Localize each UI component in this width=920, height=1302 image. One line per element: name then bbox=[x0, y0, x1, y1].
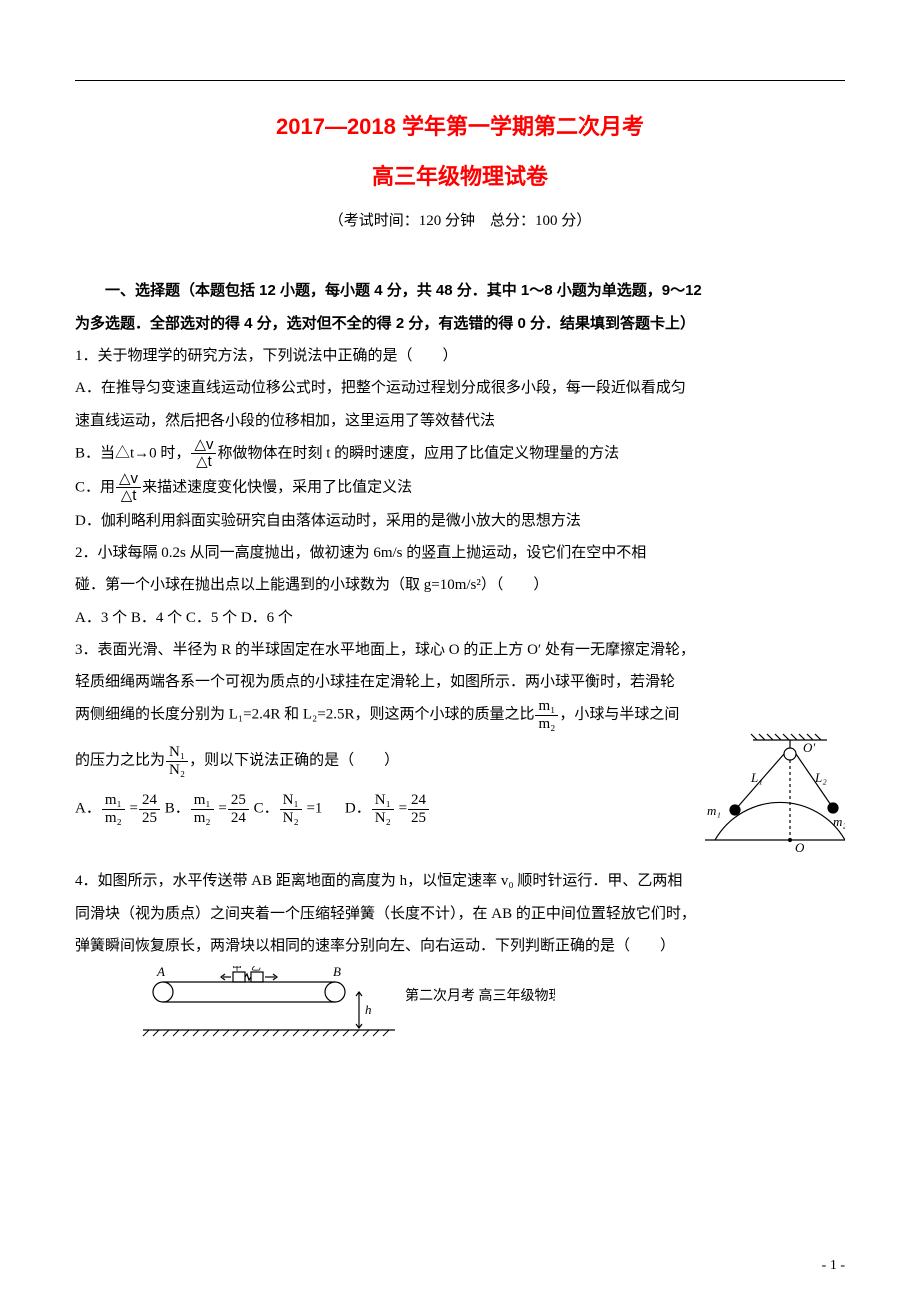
q1-B-post: 称做物体在时刻 t 的瞬时速度，应用了比值定义物理量的方法 bbox=[217, 445, 619, 461]
q3-options: A．m₁m₂ =2425 B．m₁m₂ =2524 C．N₁N₂ =1 D．N₁… bbox=[75, 792, 705, 826]
fig-label-L1: L₁ bbox=[750, 770, 763, 785]
q3-B-left: m₁m₂ bbox=[191, 792, 214, 826]
q4-line3: 弹簧瞬间恢复原长，两滑块以相同的速率分别向左、向右运动．下列判断正确的是（ ） bbox=[75, 930, 845, 962]
frac-dv-dt-1: △v△t bbox=[191, 437, 216, 471]
q3-line4-pre: 的压力之比为 bbox=[75, 753, 165, 769]
fig4-label-jia: 甲 bbox=[232, 966, 242, 973]
q3-D-eq: = bbox=[395, 801, 407, 817]
exam-info: （考试时间：120 分钟 总分：100 分） bbox=[75, 209, 845, 230]
title-sub: 高三年级物理试卷 bbox=[75, 159, 845, 191]
section-head-line1: 一、选择题（本题包括 12 小题，每小题 4 分，共 48 分．其中 1～8 小… bbox=[75, 274, 845, 307]
fig4-label-h: h bbox=[365, 1002, 372, 1017]
q1-stem: 1．关于物理学的研究方法，下列说法中正确的是（ ） bbox=[75, 340, 845, 372]
fig-label-O: O bbox=[795, 840, 805, 852]
q3-B-right: 2524 bbox=[228, 792, 249, 826]
frac-dv-dt-2: △v△t bbox=[116, 471, 141, 505]
q1-A-line1: A．在推导匀变速直线运动位移公式时，把整个运动过程划分成很多小段，每一段近似看成… bbox=[75, 372, 845, 404]
q1-D: D．伽利略利用斜面实验研究自由落体运动时，采用的是微小放大的思想方法 bbox=[75, 505, 845, 537]
q4-figure-row: A B 甲 乙 h 第二次月考 高三年级物理试卷 第 1 页（共 6 页） bbox=[135, 966, 845, 1043]
q2-line2: 碰．第一个小球在抛出点以上能遇到的小球数为（取 g=10m/s²）（ ） bbox=[75, 569, 845, 601]
q4-figure: A B 甲 乙 h 第二次月考 高三年级物理试卷 第 1 页（共 6 页） bbox=[135, 966, 555, 1038]
fig4-label-yi: 乙 bbox=[251, 966, 261, 973]
fig-label-L2: L₂ bbox=[814, 770, 827, 785]
fig-label-Oprime: O′ bbox=[803, 740, 815, 755]
section-head-line2: 为多选题．全部选对的得 4 分，选对但不全的得 2 分，有选错的得 0 分．结果… bbox=[75, 307, 845, 340]
fig4-label-A: A bbox=[156, 966, 165, 979]
q3-C-val: =1 bbox=[303, 801, 323, 817]
q3-D-right: 2425 bbox=[408, 792, 429, 826]
q3-A-eq: = bbox=[126, 801, 138, 817]
title-main: 2017—2018 学年第一学期第二次月考 bbox=[75, 109, 845, 141]
q1-C-post: 来描述速度变化快慢，采用了比值定义法 bbox=[142, 479, 412, 495]
page-number: - 1 - bbox=[822, 1258, 845, 1274]
q3-line4-post: ，则以下说法正确的是（ ） bbox=[189, 753, 399, 769]
q3-B-pre: B． bbox=[165, 801, 190, 817]
q3-D-left: N₁N₂ bbox=[372, 792, 394, 826]
fig-label-m1: m₁ bbox=[707, 803, 721, 818]
q3-line1: 3．表面光滑、半径为 R 的半球固定在水平地面上，球心 O 的正上方 O′ 处有… bbox=[75, 634, 845, 666]
q3-A-left: m₁m₂ bbox=[102, 792, 125, 826]
frac-m1-m2: m₁m₂ bbox=[535, 698, 558, 732]
top-rule bbox=[75, 80, 845, 81]
q1-B-pre: B．当△t→0 时， bbox=[75, 445, 190, 461]
frac-n1-n2: N₁N₂ bbox=[166, 744, 188, 778]
fig-label-m2: m₂ bbox=[833, 814, 845, 829]
q4-line2: 同滑块（视为质点）之间夹着一个压缩轻弹簧（长度不计），在 AB 的正中间位置轻放… bbox=[75, 898, 845, 930]
q3-line3: 两侧细绳的长度分别为 L₁=2.4R 和 L₂=2.5R，则这两个小球的质量之比… bbox=[75, 698, 845, 732]
fig4-label-B: B bbox=[333, 966, 341, 979]
q1-B: B．当△t→0 时，△v△t称做物体在时刻 t 的瞬时速度，应用了比值定义物理量… bbox=[75, 437, 845, 471]
q3-figure: O′ L₁ L₂ m₁ m₂ O bbox=[705, 732, 845, 852]
q3-line3-pre: 两侧细绳的长度分别为 L₁=2.4R 和 L₂=2.5R，则这两个小球的质量之比 bbox=[75, 707, 534, 723]
footer-note: 第二次月考 高三年级物理试卷 第 1 页（共 6 页） bbox=[405, 987, 555, 1004]
q3-C-left: N₁N₂ bbox=[280, 792, 302, 826]
q2-line1: 2．小球每隔 0.2s 从同一高度抛出，做初速为 6m/s 的竖直上抛运动，设它… bbox=[75, 537, 845, 569]
q3-D-pre: D． bbox=[326, 801, 371, 817]
q3-C-pre: C． bbox=[254, 801, 279, 817]
q3-line3-post: ，小球与半球之间 bbox=[559, 707, 679, 723]
q1-A-line2: 速直线运动，然后把各小段的位移相加，这里运用了等效替代法 bbox=[75, 405, 845, 437]
q3-line2: 轻质细绳两端各系一个可视为质点的小球挂在定滑轮上，如图所示．两小球平衡时，若滑轮 bbox=[75, 666, 845, 698]
q3-B-eq: = bbox=[215, 801, 227, 817]
q3-A-right: 2425 bbox=[139, 792, 160, 826]
q1-C: C．用△v△t来描述速度变化快慢，采用了比值定义法 bbox=[75, 471, 845, 505]
q3-A-pre: A． bbox=[75, 801, 101, 817]
q1-C-pre: C．用 bbox=[75, 479, 115, 495]
q2-options: A．3 个 B．4 个 C．5 个 D．6 个 bbox=[75, 602, 845, 634]
q3-line4: 的压力之比为N₁N₂，则以下说法正确的是（ ） bbox=[75, 744, 705, 778]
q4-line1: 4．如图所示，水平传送带 AB 距离地面的高度为 h，以恒定速率 v₀ 顺时针运… bbox=[75, 865, 845, 897]
